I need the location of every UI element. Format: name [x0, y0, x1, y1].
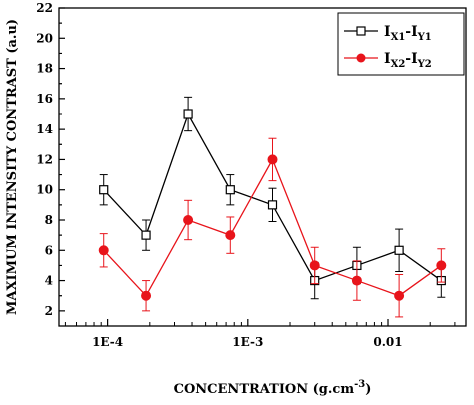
y-tick-label: 22 [36, 1, 53, 15]
legend-label-text: I [384, 24, 391, 40]
legend-item-2: IX2-IY2 [344, 51, 432, 70]
data-point [183, 109, 193, 119]
data-point [394, 290, 405, 301]
plot-frame [58, 7, 467, 327]
legend-label: IX2-IY2 [384, 51, 432, 70]
data-point [351, 275, 362, 286]
data-point [225, 230, 236, 241]
legend-label-text: -I [405, 24, 417, 40]
x-axis-title-end: ) [365, 382, 371, 397]
y-tick-label: 12 [36, 152, 53, 166]
data-point [394, 245, 404, 255]
y-tick-label: 8 [45, 213, 53, 227]
legend-label-subscript: Y2 [417, 59, 432, 70]
series-2 [98, 137, 447, 318]
data-point [141, 230, 151, 240]
legend-label-text: I [384, 51, 391, 67]
x-tick-label: 0.01 [373, 335, 402, 349]
y-tick-label: 4 [45, 274, 53, 288]
data-point [98, 245, 109, 256]
data-point [225, 185, 235, 195]
x-tick-label: 1E-3 [232, 335, 263, 349]
legend-label: IX1-IY1 [384, 24, 432, 43]
y-axis-title: MAXIMUM INTENSITY CONTRAST (a.u) [5, 19, 20, 315]
data-point [267, 154, 278, 165]
y-tick-label: 6 [45, 243, 53, 257]
axis-ticks: 2 4 6 8 10 12 14 16 18 20 22 1E-4 1E-3 0.01 [36, 1, 456, 349]
legend-marker [356, 53, 366, 63]
series-layer [98, 96, 447, 318]
y-tick-label: 10 [36, 183, 53, 197]
data-point [267, 200, 278, 210]
series-1 [99, 96, 446, 300]
legend-label-subscript: X2 [391, 59, 406, 70]
legend-label-subscript: Y1 [417, 32, 432, 43]
legend-box [337, 12, 465, 76]
x-tick-label: 1E-4 [92, 335, 123, 349]
x-axis-title: CONCENTRATION (g.cm-3) [174, 379, 372, 397]
y-tick-label: 14 [36, 122, 53, 136]
y-tick-label: 16 [36, 92, 53, 106]
data-point [183, 215, 194, 225]
legend-label-subscript: X1 [391, 32, 406, 43]
y-tick-label: 2 [45, 304, 53, 318]
x-axis-title-sup: -3 [354, 379, 365, 390]
legend-item-1: IX1-IY1 [344, 24, 432, 43]
x-axis-title-main: CONCENTRATION (g.cm [174, 382, 355, 397]
data-point [436, 260, 447, 271]
data-point [99, 185, 109, 195]
legend-marker [356, 26, 366, 36]
data-point [309, 260, 320, 271]
y-tick-label: 18 [36, 62, 53, 76]
legend-label-text: -I [405, 51, 417, 67]
y-tick-label: 20 [36, 31, 53, 45]
data-point [141, 290, 152, 301]
